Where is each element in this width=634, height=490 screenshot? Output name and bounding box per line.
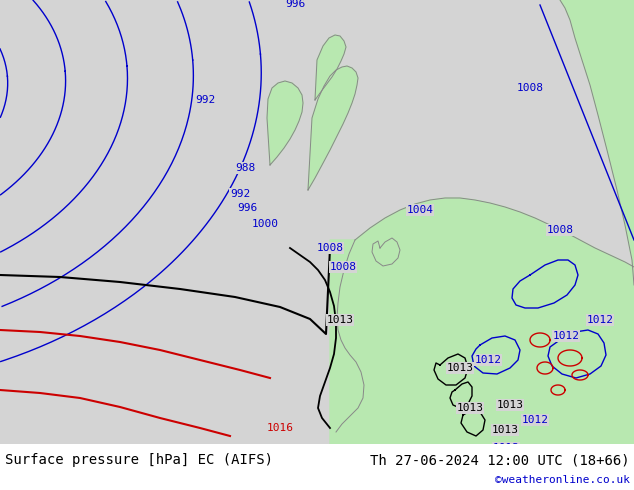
Text: 1013: 1013	[491, 425, 519, 435]
Text: 1012: 1012	[474, 355, 501, 365]
Text: 1012: 1012	[522, 415, 548, 425]
Text: 1016: 1016	[266, 423, 294, 433]
Text: 1012: 1012	[586, 315, 614, 325]
Polygon shape	[330, 198, 634, 490]
Text: ©weatheronline.co.uk: ©weatheronline.co.uk	[495, 475, 630, 485]
Polygon shape	[560, 0, 634, 285]
Text: 1008: 1008	[517, 83, 543, 93]
Text: 992: 992	[195, 95, 215, 105]
Polygon shape	[308, 66, 358, 190]
Polygon shape	[315, 35, 346, 100]
Text: 1013: 1013	[456, 403, 484, 413]
Text: 1000: 1000	[252, 219, 278, 229]
Text: 1012: 1012	[493, 443, 519, 453]
Text: 996: 996	[285, 0, 305, 9]
Bar	[0, 444, 634, 490]
Text: 992: 992	[230, 189, 250, 199]
Text: 988: 988	[235, 163, 255, 173]
Text: 996: 996	[237, 203, 257, 213]
Text: 1013: 1013	[496, 400, 524, 410]
Polygon shape	[267, 81, 303, 165]
Text: 1008: 1008	[330, 262, 356, 272]
Text: Th 27-06-2024 12:00 UTC (18+66): Th 27-06-2024 12:00 UTC (18+66)	[370, 453, 630, 467]
Text: 1008: 1008	[547, 225, 574, 235]
Text: 1012: 1012	[552, 331, 579, 341]
Text: 1008: 1008	[316, 243, 344, 253]
Text: 1013: 1013	[327, 315, 354, 325]
Text: 1013: 1013	[446, 363, 474, 373]
Polygon shape	[372, 238, 400, 266]
Text: Surface pressure [hPa] EC (AIFS): Surface pressure [hPa] EC (AIFS)	[5, 453, 273, 467]
Text: 1004: 1004	[406, 205, 434, 215]
